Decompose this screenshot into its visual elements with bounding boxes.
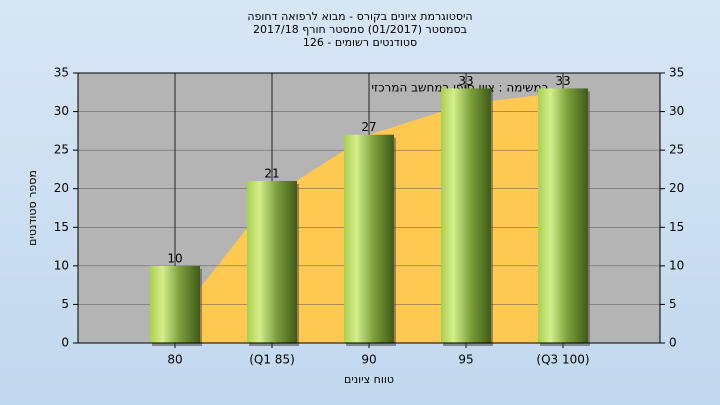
y-tick-label: 20 xyxy=(54,181,69,195)
y2-tick-label: 20 xyxy=(669,181,684,195)
bar xyxy=(150,265,200,343)
y-tick-label: 30 xyxy=(54,104,69,118)
x-tick-label: (Q3 100) xyxy=(536,353,589,367)
plot-border xyxy=(77,72,661,344)
data-label: 33 xyxy=(555,74,570,88)
x-axis-label: טווח ציונים xyxy=(344,373,394,386)
data-label: 10 xyxy=(167,251,182,265)
bar xyxy=(247,181,297,343)
annotation: במשימה : ציון סופי במחשב המרכזי xyxy=(371,81,548,95)
y2-tick-label: 35 xyxy=(669,66,684,80)
y-axis-label: מספר סטודנטים xyxy=(26,170,39,246)
x-tick-label: 95 xyxy=(458,353,473,367)
data-label: 27 xyxy=(361,120,376,134)
y2-tick-label: 15 xyxy=(669,220,684,234)
data-label: 21 xyxy=(264,167,279,181)
y2-tick-label: 0 xyxy=(669,336,677,350)
title-line: סטודנטים רשומים - 126 xyxy=(303,36,417,49)
bar xyxy=(538,88,588,343)
data-label: 33 xyxy=(458,74,473,88)
y-tick-label: 35 xyxy=(54,66,69,80)
y2-tick-label: 5 xyxy=(669,297,677,311)
x-tick-label: (Q1 85) xyxy=(249,353,295,367)
y-tick-label: 5 xyxy=(61,297,69,311)
title-line: בסמסטר (01/2017) סמסטר חורף 2017/18 xyxy=(253,23,467,36)
y-tick-label: 15 xyxy=(54,220,69,234)
x-tick-label: 90 xyxy=(361,353,376,367)
bar xyxy=(344,134,394,343)
y2-tick-label: 25 xyxy=(669,143,684,157)
x-tick-label: 80 xyxy=(167,353,182,367)
y2-tick-label: 30 xyxy=(669,104,684,118)
y-tick-label: 10 xyxy=(54,258,69,272)
bar xyxy=(441,88,491,343)
title-line: היסטוגרמת ציונים בקורס - מבוא לרפואה דחו… xyxy=(247,10,472,23)
y-tick-label: 0 xyxy=(61,336,69,350)
y2-tick-label: 10 xyxy=(669,258,684,272)
y-tick-label: 25 xyxy=(54,143,69,157)
